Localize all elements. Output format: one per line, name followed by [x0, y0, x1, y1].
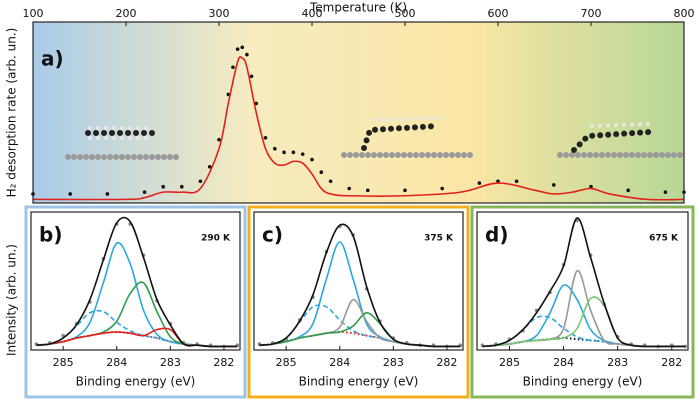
panel-frame	[247, 205, 470, 399]
panel-label: d)	[485, 223, 508, 247]
x-tick-label: 300	[209, 7, 230, 20]
data-point	[291, 150, 296, 155]
data-point	[68, 192, 72, 196]
panel-label: b)	[39, 223, 62, 247]
x-tick-label: 283	[160, 356, 181, 369]
data-point	[514, 179, 519, 184]
hydrogen-row	[590, 122, 654, 128]
panel-label: a)	[41, 47, 64, 71]
plot-frame	[30, 211, 241, 351]
x-tick-label: 283	[383, 356, 404, 369]
x-tick-label: 284	[106, 356, 127, 369]
data-point	[328, 179, 333, 184]
data-point	[440, 186, 445, 191]
data-point	[198, 179, 203, 184]
fit-curve	[36, 241, 238, 348]
plot-background	[33, 22, 684, 203]
x-axis-title: Binding energy (eV)	[523, 375, 643, 389]
data-point	[217, 137, 221, 142]
x-tick-label: 282	[213, 356, 234, 369]
fit-curve	[259, 223, 461, 348]
fit-curve	[36, 216, 238, 348]
data-point	[552, 183, 556, 187]
data-point	[273, 146, 277, 151]
data-point	[310, 157, 314, 162]
x-axis-title: Binding energy (eV)	[299, 375, 419, 389]
x-axis-title: Binding energy (eV)	[76, 375, 196, 389]
data-point	[245, 52, 249, 57]
fit-curve	[482, 336, 686, 348]
x-tick-label: 285	[499, 356, 520, 369]
x-tick-label: 400	[302, 7, 323, 20]
data-point	[105, 192, 110, 196]
y-axis-title: H₂ desorption rate (arb. un.)	[5, 28, 19, 198]
panel-label: c)	[262, 223, 283, 247]
temperature-annotation: 375 K	[424, 234, 454, 244]
data-point	[300, 152, 305, 156]
x-tick-label: 700	[581, 7, 602, 20]
panel-frame	[470, 205, 695, 399]
data-point	[142, 190, 147, 194]
plot-frame	[476, 211, 689, 351]
plot-frame	[253, 211, 464, 351]
data-point	[347, 186, 352, 191]
data-point	[231, 65, 235, 70]
data-point	[319, 170, 324, 175]
data-point	[207, 165, 212, 169]
temperature-annotation: 675 K	[649, 234, 679, 244]
data-point	[254, 101, 258, 106]
temperature-annotation: 290 K	[201, 234, 231, 244]
x-tick-label: 282	[661, 356, 682, 369]
data-point	[161, 184, 165, 189]
molecule-insets	[65, 116, 685, 160]
fit-curve	[32, 56, 685, 201]
data-point	[496, 179, 500, 184]
x-tick-label: 285	[276, 356, 297, 369]
x-tick-label: 284	[329, 356, 350, 369]
carbon-chain	[361, 123, 441, 151]
x-axis-title: Temperature (K)	[309, 1, 407, 15]
fit-curve	[259, 312, 461, 348]
data-point	[249, 74, 254, 79]
y-axis-title: Intensity (arb. un.)	[5, 244, 19, 356]
x-tick-label: 284	[553, 356, 574, 369]
x-tick-label: 283	[607, 356, 628, 369]
data-point	[663, 190, 668, 194]
data-point	[477, 181, 482, 185]
data-point	[180, 184, 184, 189]
data-point	[235, 47, 240, 51]
x-tick-label: 500	[395, 7, 416, 20]
data-point	[403, 188, 407, 193]
x-tick-label: 282	[436, 356, 457, 369]
fit-curve	[482, 315, 686, 348]
fit-curve	[36, 281, 238, 348]
fit-curve	[36, 327, 238, 348]
panel-frame	[24, 205, 247, 399]
x-tick-label: 285	[53, 356, 74, 369]
x-tick-label: 200	[116, 7, 137, 20]
fit-curve	[482, 217, 686, 348]
hydrogen-row	[374, 116, 442, 122]
data-point	[366, 188, 370, 193]
x-tick-label: 800	[674, 7, 695, 20]
data-point	[282, 150, 286, 155]
plot-frame	[32, 21, 685, 204]
fit-curve	[482, 269, 686, 348]
data-point	[226, 92, 231, 97]
data-point	[626, 188, 630, 193]
data-point	[240, 45, 245, 50]
x-tick-label: 600	[488, 7, 509, 20]
background-layer	[33, 22, 684, 203]
carbon-chain	[571, 129, 653, 153]
fit-curve	[259, 298, 461, 348]
data-point	[263, 136, 268, 140]
x-tick-label: 100	[23, 7, 44, 20]
data-point	[589, 184, 593, 189]
